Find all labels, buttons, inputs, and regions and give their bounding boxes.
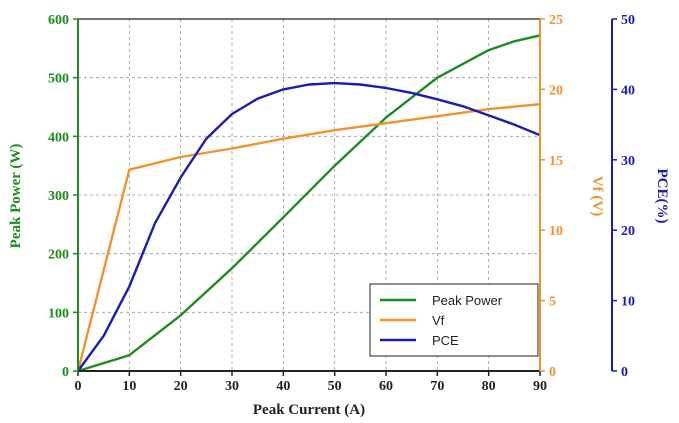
- left-axis-title: Peak Power (W): [8, 144, 24, 249]
- right1-tick-label: 15: [549, 154, 563, 169]
- right1-tick-label: 0: [549, 365, 556, 380]
- series-layer: [76, 34, 541, 373]
- right1-tick-label: 20: [549, 83, 563, 98]
- left-tick-label: 100: [48, 306, 69, 321]
- legend: Peak Power Vf PCE: [369, 283, 539, 357]
- x-tick-label: 20: [174, 379, 188, 394]
- right1-tick-label: 10: [549, 224, 563, 239]
- right2-tick-label: 0: [621, 365, 628, 380]
- x-axis-title: Peak Current (A): [253, 402, 365, 418]
- legend-label-pce: PCE: [432, 333, 459, 348]
- series-line-peak-power: [77, 34, 541, 373]
- right2-tick-label: 10: [621, 295, 635, 310]
- left-tick-label: 0: [62, 365, 69, 380]
- x-tick-label: 40: [276, 379, 290, 394]
- right1-axis-title: Vf (V): [589, 176, 605, 216]
- left-tick-label: 200: [48, 248, 69, 263]
- right2-tick-label: 50: [621, 13, 635, 28]
- x-tick-label: 90: [533, 379, 547, 394]
- series-line-vf: [76, 103, 541, 372]
- left-tick-label: 600: [48, 13, 69, 28]
- x-tick-label: 80: [482, 379, 496, 394]
- x-tick-label: 0: [75, 379, 82, 394]
- x-tick-label: 30: [225, 379, 239, 394]
- left-tick-label: 300: [48, 189, 69, 204]
- right2-tick-label: 40: [621, 83, 635, 98]
- x-tick-label: 10: [122, 379, 136, 394]
- axes: [73, 18, 617, 376]
- right2-axis-title: PCE(%): [654, 169, 670, 224]
- legend-label-vf: Vf: [432, 313, 445, 328]
- series-line-pce: [77, 81, 541, 372]
- x-tick-label: 70: [430, 379, 444, 394]
- x-tick-label: 60: [379, 379, 393, 394]
- right2-tick-label: 20: [621, 224, 635, 239]
- right2-tick-label: 30: [621, 154, 635, 169]
- left-tick-label: 500: [48, 72, 69, 87]
- right1-tick-label: 5: [549, 295, 556, 310]
- right1-tick-label: 25: [549, 13, 563, 28]
- tick-labels: 0 10 20 30 40 50 60 70 80 90010020030040050060005…: [48, 13, 635, 394]
- legend-label-peak-power: Peak Power: [432, 293, 503, 308]
- left-tick-label: 400: [48, 130, 69, 145]
- x-tick-label: 50: [328, 379, 342, 394]
